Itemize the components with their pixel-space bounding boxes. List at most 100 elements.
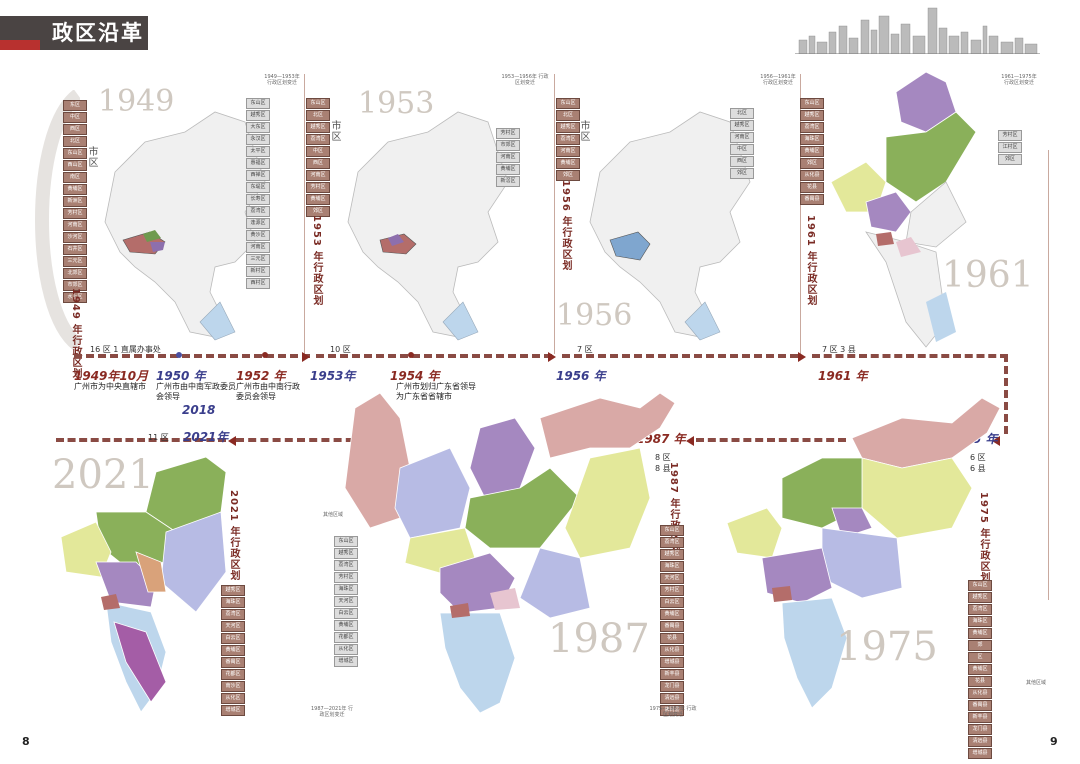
district-item: 北区 — [730, 108, 754, 119]
vertical-label-2021: 2021 年行政区划 — [228, 490, 239, 582]
district-item: 清远县 — [968, 736, 992, 747]
district-item: 郊区 — [730, 168, 754, 179]
year-2018: 2018 — [182, 403, 216, 417]
timeline-connector — [1004, 354, 1008, 434]
district-item: 郊区 — [306, 206, 330, 217]
timeline-bottom-1 — [56, 438, 226, 442]
district-item: 东堤区 — [246, 182, 270, 193]
vertical-label-1987: 1987 年行政区划 — [668, 462, 679, 554]
count-1975: 6 区 6 县 — [970, 453, 986, 473]
district-item: 越秀区 — [221, 585, 245, 596]
count-1961: 7 区 3 县 — [822, 345, 856, 354]
list-1956-old: 芳村区 市郊区 河南区 黄埔区 新滘区 — [496, 128, 520, 187]
caption-other-2021: 其他区域 — [322, 512, 343, 518]
caption-1975-1987: 1975—1987年 行政区划变迁 — [649, 706, 697, 718]
district-item: 越秀区 — [246, 110, 270, 121]
district-item: 增城县 — [660, 657, 684, 668]
page-title: 政区沿革 — [52, 21, 144, 45]
district-item: 从化县 — [660, 645, 684, 656]
district-item: 清远县 — [660, 693, 684, 704]
note-1949: 广州市为中央直辖市 — [74, 382, 146, 391]
district-item: 长寿区 — [246, 194, 270, 205]
district-item: 芳村区 — [334, 572, 358, 583]
timeline-arrow-2 — [548, 352, 556, 362]
timeline-top-4 — [812, 354, 1008, 358]
page-number-left: 8 — [22, 735, 30, 748]
district-item: 东山区 — [660, 525, 684, 536]
district-item: 区 — [968, 652, 992, 663]
caption-1949-1953: 1949—1953年 行政区划变迁 — [264, 74, 300, 86]
district-item: 新滘区 — [496, 176, 520, 187]
year-1949-10: 1949年10月 — [74, 369, 149, 383]
district-item: 江村区 — [998, 142, 1022, 153]
district-item: 荔湾区 — [660, 537, 684, 548]
year-1953-watermark: 1953 — [358, 86, 435, 121]
district-item: 东区 — [63, 100, 87, 111]
district-item: 河南区 — [556, 146, 580, 157]
timeline-arrow-3 — [798, 352, 806, 362]
district-item: 佛冈县 — [660, 705, 684, 716]
vertical-label-1953: 1953 年行政区划 — [311, 215, 322, 307]
note-1950: 广州市由中南军政委员会领导 — [156, 382, 236, 401]
caption-1987-2021: 1987—2021年 行政区划变迁 — [310, 706, 354, 718]
timeline-top-3 — [562, 354, 798, 358]
district-item: 北区 — [556, 110, 580, 121]
district-item: 北区 — [306, 110, 330, 121]
year-1987-watermark: 1987 — [548, 616, 650, 662]
district-item: 中区 — [730, 144, 754, 155]
list-1949: 东区 中区 西区 北区 东山区 西山区 南区 黄埔区 新洲区 芳村区 河南区 沙河区 石井区 三元区 北郊区… — [63, 100, 87, 303]
timeline-top-1 — [74, 354, 310, 358]
year-1956-watermark: 1956 — [556, 298, 633, 333]
map-1975 — [726, 397, 1001, 709]
district-item: 黄埔区 — [660, 609, 684, 620]
map-1987 — [344, 392, 676, 713]
label-city-district-1953: 市区 — [329, 120, 340, 142]
page-number-right: 9 — [1050, 735, 1058, 748]
district-item: 芳村区 — [998, 130, 1022, 141]
separator-1953 — [304, 74, 305, 354]
count-1956: 7 区 — [577, 345, 593, 354]
list-2021-old: 东山区 越秀区 荔湾区 芳村区 海珠区 天河区 白云区 黄埔区 花都区 从化区 增城区 — [334, 536, 358, 667]
dot-1952 — [262, 352, 268, 358]
district-item: 从化县 — [968, 688, 992, 699]
note-1952: 广州市由中南行政委员会领导 — [236, 382, 300, 401]
year-1953: 1953年 — [310, 369, 356, 383]
district-item: 大东区 — [246, 122, 270, 133]
district-item: 东山区 — [334, 536, 358, 547]
district-item: 永汉区 — [246, 134, 270, 145]
district-item: 海珠区 — [221, 597, 245, 608]
district-item: 越秀区 — [730, 120, 754, 131]
header-accent — [0, 40, 40, 50]
map-1956 — [589, 111, 751, 341]
district-item: 从化区 — [221, 693, 245, 704]
district-item: 白云区 — [334, 608, 358, 619]
skyline-illustration — [795, 7, 1040, 54]
list-1956: 东山区 北区 越秀区 荔湾区 河南区 黄埔区 郊区 — [556, 98, 580, 181]
separator-1956 — [554, 74, 555, 354]
district-item: 沙河区 — [63, 232, 87, 243]
vertical-label-1975: 1975 年行政区划 — [978, 492, 989, 584]
district-item: 东山区 — [63, 148, 87, 159]
district-item: 番禺县 — [660, 621, 684, 632]
count-1987: 8 区 8 县 — [655, 453, 671, 473]
map-1961 — [830, 71, 977, 348]
district-item: 黄埔区 — [496, 164, 520, 175]
count-1949: 16 区 1 直属办事处 — [90, 345, 161, 354]
district-item: 天河区 — [660, 573, 684, 584]
district-item: 荔湾区 — [968, 604, 992, 615]
note-1954: 广州市划归广东省领导为广东省省辖市 — [396, 382, 476, 401]
district-item: 荔湾区 — [334, 560, 358, 571]
district-item: 郊区 — [800, 158, 824, 169]
district-item: 花县 — [660, 633, 684, 644]
district-item: 越秀区 — [306, 122, 330, 133]
district-item: 郊区 — [556, 170, 580, 181]
year-2021-watermark: 2021 — [52, 452, 154, 498]
map-2021 — [60, 456, 227, 713]
timeline-bottom-3 — [696, 438, 846, 442]
district-item: 荔湾区 — [556, 134, 580, 145]
district-item: 新丰县 — [968, 712, 992, 723]
district-item: 河南区 — [246, 242, 270, 253]
district-item: 西禅区 — [246, 170, 270, 181]
district-item: 白云区 — [660, 597, 684, 608]
district-item: 海珠区 — [800, 134, 824, 145]
